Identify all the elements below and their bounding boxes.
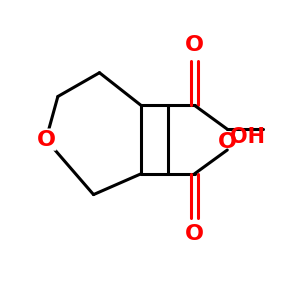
Text: O: O bbox=[218, 132, 237, 152]
Text: O: O bbox=[185, 224, 204, 244]
Text: O: O bbox=[37, 130, 56, 150]
Text: O: O bbox=[185, 35, 204, 55]
Text: OH: OH bbox=[230, 127, 265, 147]
